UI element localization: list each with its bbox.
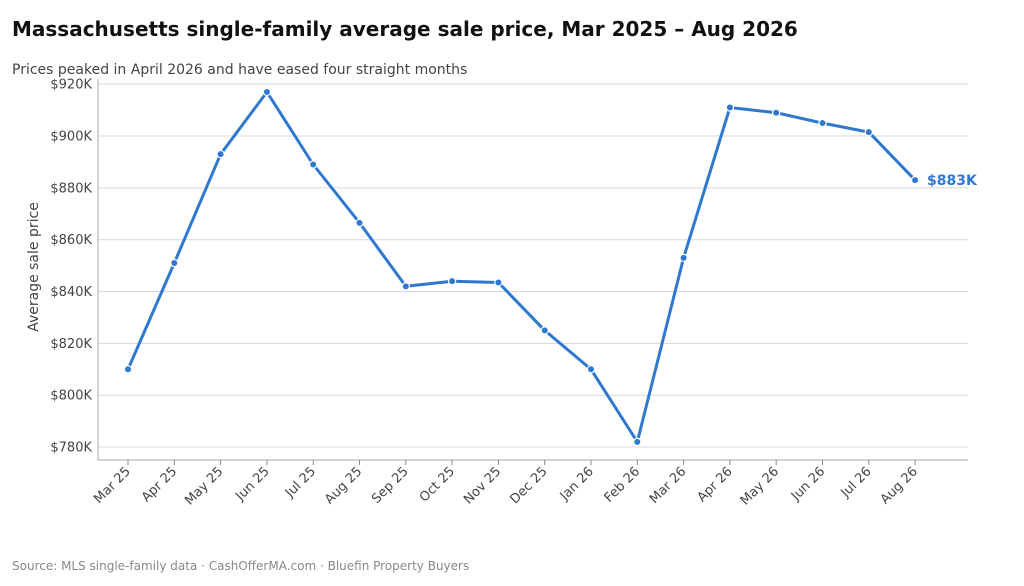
- data-point: [864, 127, 874, 137]
- chart-title: Massachusetts single-family average sale…: [12, 17, 798, 41]
- x-tick-label: May 25: [182, 464, 226, 508]
- x-tick-label: Jan 26: [557, 464, 597, 504]
- x-tick-label: Mar 26: [647, 464, 690, 507]
- data-point: [494, 278, 503, 287]
- x-tick-label: Oct 25: [417, 464, 458, 505]
- y-tick-label: $860K: [50, 233, 92, 248]
- y-tick-label: $920K: [50, 78, 92, 93]
- chart-subtitle: Prices peaked in April 2026 and have eas…: [12, 62, 467, 78]
- data-point: [216, 149, 225, 159]
- x-tick-label: Apr 26: [695, 464, 736, 505]
- end-value-label: $883K: [927, 173, 978, 189]
- data-point: [772, 108, 781, 117]
- data-point: [540, 326, 549, 335]
- x-tick-label: Jul 26: [838, 464, 875, 501]
- y-tick-label: $780K: [50, 441, 92, 456]
- x-tick-label: Aug 26: [878, 464, 921, 507]
- x-tick-label: Jul 25: [282, 464, 319, 501]
- x-axis-ticks: Mar 25 Apr 25 May 25 Jun 25 Jul 25 Aug 25 Sep …: [91, 460, 921, 508]
- data-point: [725, 103, 735, 112]
- y-tick-label: $900K: [50, 130, 92, 145]
- data-point: [170, 258, 179, 268]
- series-line: [126, 90, 917, 444]
- x-tick-label: Dec 25: [508, 464, 551, 507]
- x-tick-label: Apr 25: [139, 464, 180, 505]
- source-note: Source: MLS single-family data · CashOff…: [12, 559, 469, 573]
- data-point: [818, 118, 827, 128]
- x-tick-label: Feb 26: [602, 464, 644, 506]
- x-tick-label: Aug 25: [322, 464, 365, 507]
- data-point: [679, 253, 688, 263]
- x-tick-label: Nov 25: [461, 464, 504, 507]
- data-point: [633, 437, 642, 447]
- data-point: [355, 218, 364, 228]
- y-tick-label: $800K: [50, 389, 92, 404]
- data-point: [309, 160, 318, 169]
- x-tick-label: Mar 25: [91, 464, 134, 507]
- y-tick-label: $840K: [50, 285, 92, 300]
- gridlines: [98, 83, 968, 448]
- y-axis-label: Average sale price: [26, 202, 42, 332]
- y-axis-ticks: $780K $800K $820K $840K $860K $880K $900K $920K: [50, 78, 92, 456]
- price-series: [123, 87, 920, 447]
- data-point: [123, 365, 133, 374]
- data-point: [262, 87, 272, 97]
- data-point: [401, 282, 410, 291]
- x-tick-label: Jun 25: [232, 464, 272, 504]
- data-point: [586, 365, 596, 374]
- y-tick-label: $820K: [50, 337, 92, 352]
- x-tick-label: Sep 25: [369, 464, 412, 507]
- x-tick-label: May 26: [738, 464, 782, 508]
- data-point: [447, 276, 457, 286]
- y-tick-label: $880K: [50, 181, 92, 196]
- x-tick-label: Jun 26: [788, 464, 828, 504]
- data-point: [910, 175, 920, 185]
